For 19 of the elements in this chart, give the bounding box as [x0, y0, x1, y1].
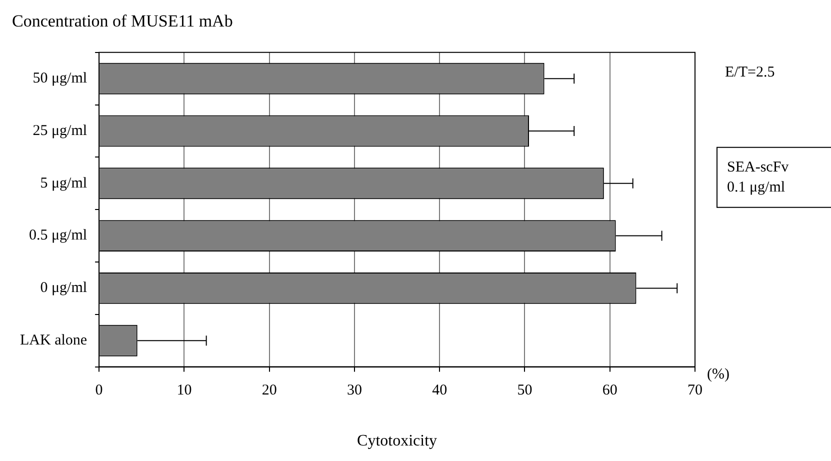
text: SEA-scFv 0.1 μg/ml [727, 159, 790, 196]
y-tick-label: 0.5 μg/ml [29, 228, 88, 244]
x-tick-label: 60 [602, 382, 618, 399]
y-tick-label: 25 μg/ml [32, 122, 88, 139]
y-tick-label: 0 μg/ml [40, 280, 88, 296]
x-axis-title: Cytotoxicity [357, 432, 438, 450]
x-tick-label: 30 [346, 382, 362, 399]
x-tick-label: 0 [95, 382, 103, 399]
chart-title: Concentration of MUSE11 mAb [12, 12, 233, 31]
x-tick-label: 10 [176, 382, 192, 399]
x-tick-label: 70 [688, 382, 702, 399]
y-tick-label: 5 μg/ml [40, 175, 88, 192]
y-tick-label: 50 μg/ml [32, 70, 88, 87]
x-tick-label: 40 [432, 382, 448, 399]
x-tick-label: 50 [517, 382, 532, 399]
x-tick-label: 20 [262, 382, 277, 399]
text: E/T=2.5 [725, 64, 775, 80]
text: (%) [707, 366, 730, 383]
y-tick-label: LAK alone [20, 332, 88, 349]
